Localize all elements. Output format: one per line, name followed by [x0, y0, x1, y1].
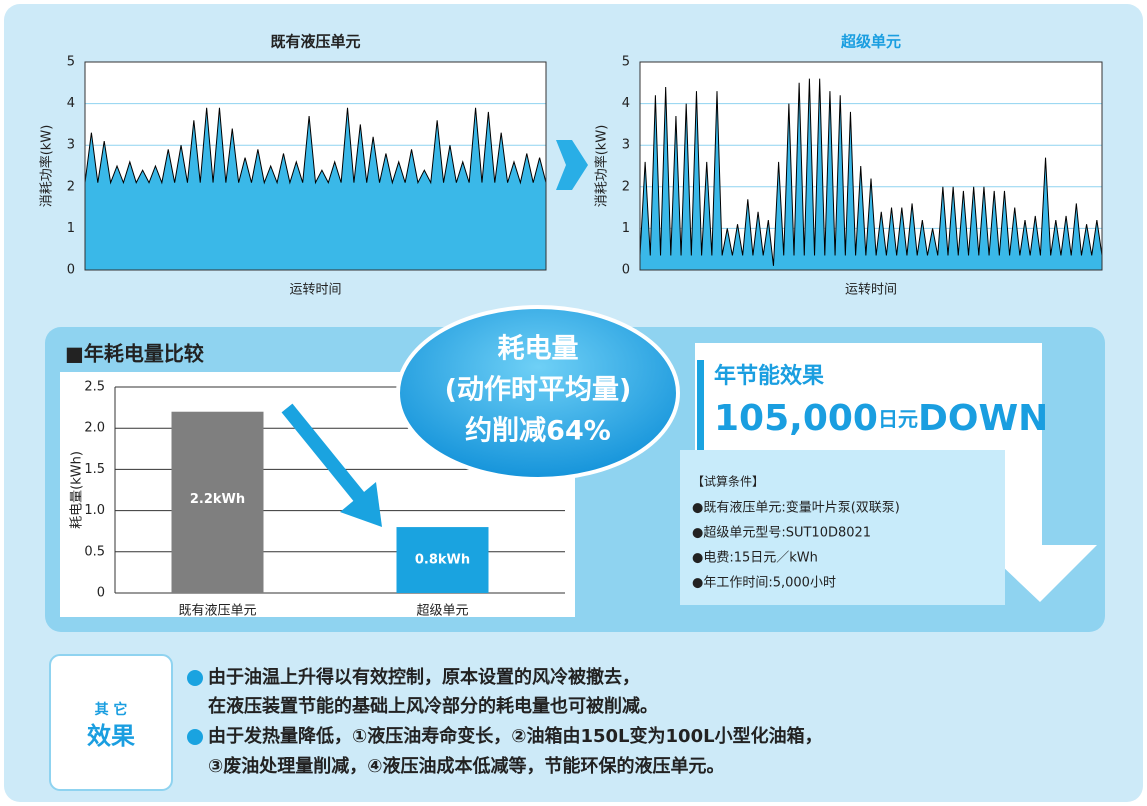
plot-frame [639, 61, 1103, 271]
bar-label: 0.8kWh [415, 553, 470, 568]
y-tick-label: 0 [622, 263, 630, 278]
line [84, 107, 547, 185]
savings-title: 年节能效果 [714, 363, 824, 389]
y-tick-label: 0 [67, 263, 75, 278]
y-tick-label: 1.5 [84, 462, 105, 477]
x-axis-label: 运转时间 [289, 283, 341, 298]
y-tick-label: 0 [97, 586, 105, 601]
plot-frame [84, 61, 547, 271]
other-text: 由于发热量降低，①液压油寿命变长，②油箱由150L变为100L小型化油箱， [208, 725, 823, 747]
y-tick-label: 1.0 [84, 503, 105, 518]
chart-title: 既有液压单元 [270, 33, 360, 51]
bubble [396, 305, 680, 481]
y-tick-label: 3 [67, 138, 75, 153]
bar-label: 2.2kWh [190, 492, 245, 507]
other-label: 效果 [87, 722, 135, 750]
area [85, 107, 546, 270]
condition: ●年工作时间:5,000小时 [692, 576, 836, 591]
other-box [49, 654, 173, 791]
bubble-text: 约削减64% [465, 416, 611, 447]
bar [171, 411, 264, 593]
y-axis-label: 耗电量(kWh) [70, 451, 85, 529]
y-axis-label: 消耗功率(kW) [39, 125, 55, 208]
x-tick-label: 既有液压单元 [178, 604, 256, 619]
bullet [187, 729, 203, 745]
y-tick-label: 4 [622, 96, 630, 111]
y-tick-label: 3 [622, 138, 630, 153]
down-arrow [695, 343, 1097, 602]
y-tick-label: 1 [622, 221, 630, 236]
unit: 日元 [878, 407, 918, 431]
condition: ●既有液压单元:变量叶片泵(双联泵) [692, 500, 900, 516]
y-tick-label: 4 [67, 96, 75, 111]
pointer-arrow [281, 403, 366, 503]
y-tick-label: 2.5 [84, 380, 105, 395]
other-text: ③废油处理量削减，④液压油成本低减等，节能环保的液压单元。 [208, 755, 724, 777]
y-tick-label: 2 [622, 179, 630, 194]
flow-arrow [556, 140, 588, 190]
condition: ●电费:15日元／kWh [692, 551, 818, 566]
y-tick-label: 1 [67, 221, 75, 236]
y-tick-label: 2 [67, 179, 75, 194]
y-tick-label: 5 [622, 55, 630, 70]
y-tick-label: 0.5 [84, 544, 105, 559]
accent-bar [697, 360, 704, 450]
suffix: DOWN [918, 398, 1048, 439]
line [639, 78, 1103, 266]
bubble-text: (动作时平均量) [445, 375, 632, 406]
other-text: 由于油温上升得以有效控制，原本设置的风冷被撤去， [208, 666, 640, 688]
bullet [187, 670, 203, 686]
bubble-text: 耗电量 [498, 334, 579, 365]
y-axis-label: 消耗功率(kW) [594, 125, 610, 208]
x-axis-label: 运转时间 [845, 283, 897, 298]
chart-title: ■年耗电量比较 [65, 342, 204, 366]
x-tick-label: 超级单元 [416, 604, 468, 619]
chart-title: 超级单元 [840, 33, 901, 51]
condition: ●超级单元型号:SUT10D8021 [692, 526, 871, 541]
other-label: 其 它 [95, 701, 128, 718]
savings-amount: 105,000日元DOWN [714, 398, 1048, 439]
amount: 105,000 [714, 398, 878, 439]
other-text: 在液压装置节能的基础上风冷部分的耗电量也可被削减。 [208, 695, 658, 717]
conditions-heading: 【试算条件】 [692, 474, 764, 489]
bar [396, 527, 489, 593]
y-tick-label: 5 [67, 55, 75, 70]
pointer-arrow-head [340, 482, 382, 527]
y-tick-label: 2.0 [84, 421, 105, 436]
conditions-box [680, 450, 1005, 605]
